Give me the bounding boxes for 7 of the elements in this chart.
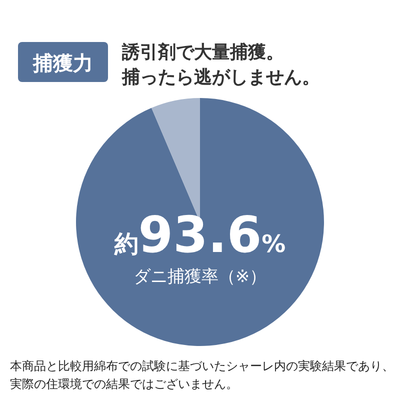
data-label: 約93.6% — [113, 206, 286, 264]
slice-label: ダニ捕獲率（※） — [133, 267, 267, 287]
chart-title: 捕獲力 — [32, 51, 93, 75]
title: 捕獲力 — [18, 42, 108, 82]
chart-subtitle: 誘引剤で大量捕獲。捕ったら逃がしません。 — [121, 42, 320, 88]
text: 本商品と比較用綿布での試験に基づいたシャーレ内の実験結果であり、 — [10, 359, 394, 373]
text: 実際の住環境での結果ではございません。 — [10, 377, 238, 391]
